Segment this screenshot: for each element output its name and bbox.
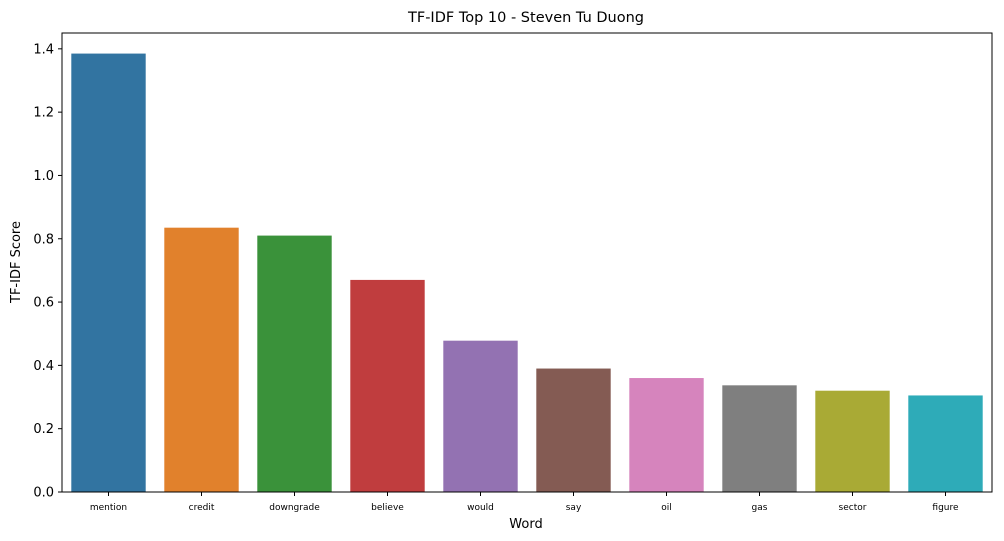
x-tick-label: would [467, 503, 494, 513]
y-axis: 0.0 0.2 0.4 0.6 0.8 1.0 1.2 1.4 [33, 42, 62, 501]
bar-sector [815, 390, 890, 492]
bar-mention [71, 53, 146, 492]
bar-say [536, 368, 611, 492]
y-tick-label: 0.2 [33, 422, 54, 437]
bars-group [71, 53, 983, 492]
bar-figure [908, 395, 983, 492]
bar-downgrade [257, 235, 332, 492]
y-tick-label: 1.0 [33, 169, 54, 184]
x-axis-label: Word [509, 517, 542, 532]
bar-believe [350, 279, 425, 492]
x-tick-label: credit [189, 503, 215, 513]
bar-credit [164, 227, 239, 492]
plot-frame [61, 32, 993, 493]
x-tick-label: mention [90, 503, 127, 513]
x-tick-label: figure [932, 503, 959, 513]
bar-would [443, 340, 518, 492]
x-tick-label: sector [839, 503, 867, 513]
y-axis-label: TF-IDF Score [9, 221, 24, 304]
chart-title: TF-IDF Top 10 - Steven Tu Duong [407, 10, 644, 26]
y-tick-label: 0.8 [33, 232, 54, 247]
x-tick-label: oil [661, 503, 672, 513]
bar-oil [629, 378, 704, 492]
x-axis: mention credit downgrade believe would say oil… [90, 492, 959, 513]
y-tick-label: 0.6 [33, 296, 54, 311]
y-tick-label: 0.0 [33, 486, 54, 501]
x-tick-label: say [566, 503, 582, 513]
x-tick-label: downgrade [269, 503, 320, 513]
x-tick-label: gas [752, 503, 768, 513]
x-tick-label: believe [371, 503, 404, 513]
bar-gas [722, 385, 797, 492]
y-tick-label: 0.4 [33, 359, 54, 374]
y-tick-label: 1.2 [33, 106, 54, 121]
y-tick-label: 1.4 [33, 42, 54, 57]
